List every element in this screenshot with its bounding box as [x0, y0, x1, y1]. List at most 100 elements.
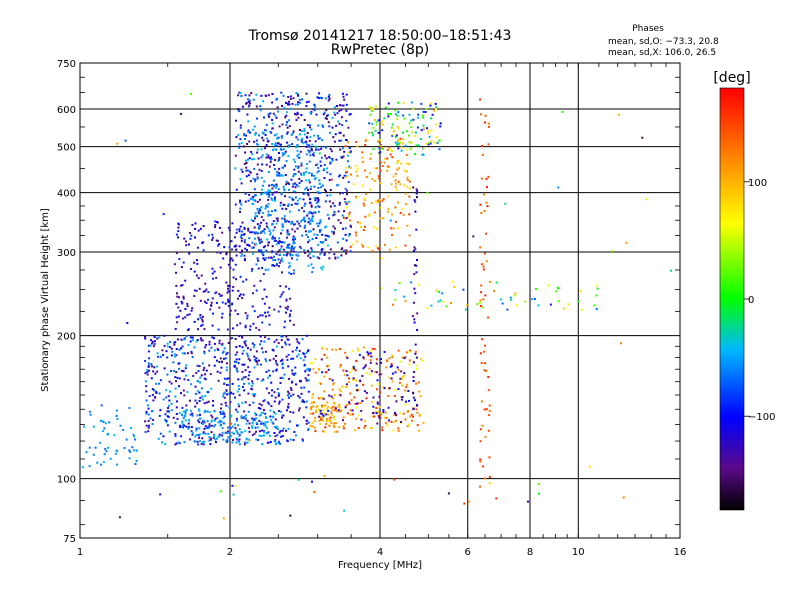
echo-point	[280, 335, 283, 338]
echo-point	[225, 253, 228, 256]
echo-point	[156, 337, 159, 340]
echo-point	[332, 416, 335, 418]
echo-point	[123, 447, 126, 449]
echo-point	[203, 402, 206, 405]
echo-point	[351, 409, 354, 412]
echo-point	[388, 146, 391, 149]
echo-point	[128, 457, 131, 460]
echo-point	[244, 324, 247, 327]
echo-point	[345, 252, 348, 255]
echo-point	[506, 308, 509, 311]
echo-point	[349, 224, 352, 227]
echo-point	[326, 365, 329, 368]
echo-point	[307, 217, 310, 220]
echo-point	[208, 349, 211, 352]
echo-point	[239, 251, 242, 254]
echo-point	[309, 362, 312, 365]
echo-point	[235, 361, 238, 364]
echo-point	[413, 318, 416, 321]
echo-point	[182, 297, 185, 300]
echo-point	[338, 122, 341, 125]
echo-point	[326, 194, 329, 197]
echo-point	[261, 192, 263, 195]
echo-point	[249, 231, 252, 234]
echo-point	[319, 416, 322, 419]
echo-point	[315, 411, 317, 414]
echo-point	[238, 109, 241, 112]
echo-point	[268, 165, 271, 168]
echo-point	[362, 229, 365, 231]
echo-point	[257, 236, 260, 239]
echo-point	[261, 429, 264, 432]
echo-point	[312, 368, 315, 370]
echo-point	[88, 465, 91, 468]
echo-point	[307, 367, 310, 370]
echo-point	[253, 393, 256, 396]
echo-point	[279, 410, 282, 413]
echo-point	[386, 149, 389, 151]
echo-point	[261, 131, 264, 134]
echo-point	[151, 388, 154, 391]
echo-point	[328, 156, 331, 159]
echo-point	[344, 145, 347, 147]
echo-point	[210, 301, 213, 304]
echo-point	[256, 363, 259, 366]
echo-point	[345, 239, 348, 242]
echo-point	[109, 457, 112, 460]
echo-point	[255, 243, 258, 246]
echo-point	[279, 201, 282, 204]
stats-heading: Phases	[632, 24, 664, 34]
echo-point	[246, 143, 248, 145]
echo-point	[414, 399, 416, 402]
echo-point	[383, 117, 386, 120]
echo-point	[310, 249, 313, 252]
echo-point	[225, 440, 228, 443]
echo-point	[240, 415, 243, 418]
echo-point	[248, 170, 251, 173]
echo-point	[305, 379, 308, 382]
echo-point	[197, 229, 200, 232]
echo-point	[425, 108, 428, 110]
echo-point	[169, 390, 171, 393]
echo-point	[135, 460, 138, 462]
echo-point	[316, 190, 319, 193]
echo-point	[312, 154, 315, 157]
echo-point	[271, 210, 273, 213]
echo-point	[197, 408, 200, 411]
echo-point	[391, 303, 394, 306]
echo-point	[273, 440, 276, 443]
echo-point	[169, 340, 172, 343]
echo-point	[260, 206, 263, 209]
echo-point	[102, 461, 105, 464]
echo-point	[286, 132, 289, 135]
echo-point	[391, 354, 394, 357]
echo-point	[197, 443, 200, 446]
echo-point	[239, 199, 242, 202]
echo-point	[268, 392, 271, 395]
echo-point	[199, 381, 202, 384]
echo-point	[207, 400, 210, 403]
echo-point	[283, 189, 286, 192]
echo-point	[261, 154, 264, 157]
echo-point	[399, 137, 402, 140]
echo-point	[303, 353, 306, 356]
echo-point	[319, 164, 322, 167]
echo-point	[186, 391, 189, 394]
echo-point	[305, 92, 308, 95]
echo-point	[316, 234, 319, 236]
echo-point	[378, 152, 381, 154]
echo-point	[346, 357, 349, 360]
echo-point	[193, 346, 196, 349]
echo-point	[292, 439, 295, 441]
echo-point	[218, 339, 221, 342]
echo-point	[479, 440, 482, 443]
echo-point	[479, 458, 482, 461]
echo-point	[329, 205, 332, 208]
echo-point	[395, 144, 398, 147]
echo-point	[292, 130, 295, 133]
echo-point	[264, 245, 267, 248]
echo-point	[323, 164, 326, 166]
echo-point	[236, 351, 239, 354]
echo-point	[271, 245, 274, 248]
echo-point	[275, 116, 278, 119]
